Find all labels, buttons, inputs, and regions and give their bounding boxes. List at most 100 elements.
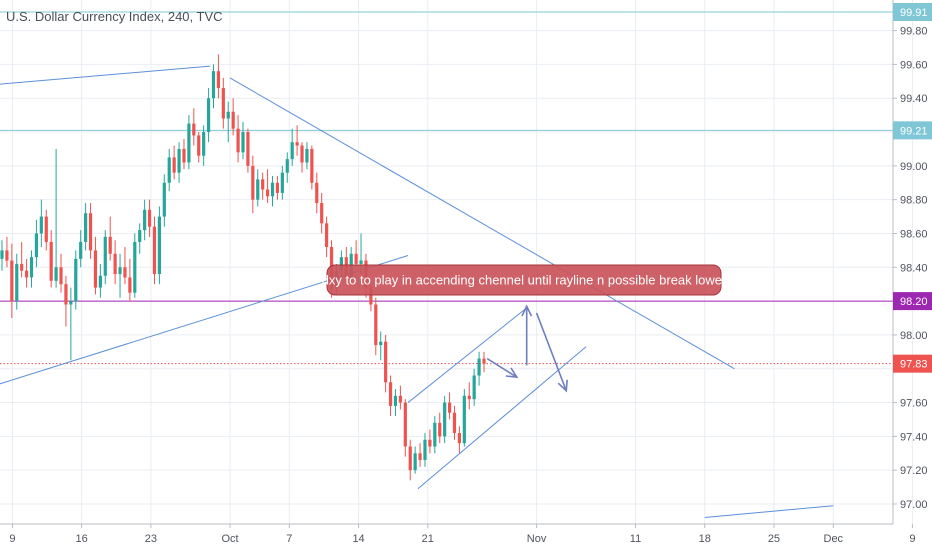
chart-title: U.S. Dollar Currency Index, 240, TVC [6, 9, 223, 24]
candle-body [206, 98, 211, 133]
candle-body [290, 142, 294, 160]
candle-body [34, 233, 39, 258]
x-tick-label: Oct [221, 533, 238, 545]
candle-body [379, 341, 383, 346]
candle-body [162, 182, 166, 217]
y-tick-label: 99.60 [900, 59, 928, 71]
candle-body [280, 172, 284, 193]
candle-body [359, 260, 363, 264]
candle-body [315, 182, 319, 204]
candle-body [467, 395, 471, 400]
arrow-3 [535, 312, 568, 392]
x-axis[interactable]: 9 16 23 Oct 7 14 21 Nov 11 18 25 Dec 9 [9, 524, 915, 545]
candle-body [231, 111, 235, 129]
candle-body [438, 422, 442, 437]
candle-body [54, 267, 58, 281]
candle-body [108, 236, 112, 254]
price-badge [893, 121, 932, 140]
candle-body [236, 128, 240, 153]
candle-body [39, 216, 43, 234]
candle-body [69, 301, 73, 305]
candle-body [452, 412, 457, 433]
candle-body [462, 395, 466, 444]
candle-body [133, 241, 137, 293]
y-tick-label: 98.60 [900, 228, 928, 240]
candle-body [216, 71, 221, 89]
x-tick-label: 9 [909, 533, 915, 545]
candle-body [24, 270, 29, 278]
annotation-text: dxy to to play in accending chennel unti… [322, 273, 727, 288]
candle-body [74, 258, 78, 302]
price-badge-label: 99.21 [900, 125, 928, 137]
candle-body [118, 267, 122, 275]
candle-body [447, 402, 452, 413]
candle-body [482, 358, 486, 364]
candle-body [275, 182, 280, 193]
arrow-2-head [521, 304, 533, 317]
candle-body [192, 123, 196, 136]
candle-body [10, 260, 14, 302]
candle-body [0, 250, 4, 259]
x-tick-label: 16 [76, 533, 88, 545]
candle-body [147, 209, 152, 227]
candle-body [113, 253, 117, 275]
annotation-box[interactable] [326, 264, 722, 296]
horizontal-price-lines [0, 11, 893, 365]
candle-body [398, 395, 402, 403]
candle-body [138, 230, 142, 242]
x-tick-label: 14 [352, 533, 364, 545]
annotation-note[interactable]: dxy to to play in accending chennel unti… [322, 264, 727, 296]
candle-body [251, 165, 255, 200]
candle-body [211, 71, 216, 99]
y-tick-label: 97.40 [900, 431, 928, 443]
candle-body [167, 157, 171, 183]
candle-body [88, 213, 93, 251]
price-badge [893, 354, 932, 373]
candle-body [246, 132, 250, 166]
candle-body [369, 287, 373, 305]
grid [0, 0, 913, 524]
y-tick-label: 98.80 [900, 195, 928, 207]
y-tick-label: 97.20 [900, 465, 928, 477]
candle-body [457, 432, 462, 444]
upper-left-line [0, 65, 211, 85]
descending-rayline [229, 77, 735, 370]
x-tick-label: 25 [768, 533, 780, 545]
candle-body [15, 263, 19, 302]
y-axis[interactable]: 99.8099.6099.4099.2099.0098.8098.6098.40… [893, 26, 928, 511]
x-tick-label: 7 [286, 533, 292, 545]
candle-body [177, 148, 181, 173]
candle-body [472, 375, 476, 400]
candle-body [182, 148, 186, 163]
candle-body [374, 304, 378, 346]
candle-body [285, 159, 289, 173]
long-support-line [0, 254, 409, 385]
y-tick-label: 97.60 [900, 398, 928, 410]
candle-body [64, 284, 68, 305]
candle-body [305, 148, 309, 163]
candle-body [388, 382, 393, 406]
candle-body [403, 402, 407, 447]
candles [0, 54, 486, 481]
y-tick-label: 97.00 [900, 499, 928, 511]
price-badges: 99.91 99.21 98.20 97.83 [893, 3, 932, 373]
candle-body [241, 132, 245, 153]
x-tick-label: 18 [699, 533, 711, 545]
candle-body [103, 236, 107, 276]
candle-body [123, 267, 127, 278]
arrow-1 [486, 357, 518, 378]
candle-body [44, 216, 48, 242]
x-tick-label: 21 [422, 533, 434, 545]
candle-body [197, 135, 201, 156]
x-tick-label: 23 [145, 533, 157, 545]
y-tick-label: 98.00 [900, 330, 928, 342]
candle-body [187, 123, 191, 163]
candle-body [325, 223, 329, 248]
x-tick-label: 9 [9, 533, 15, 545]
candle-body [433, 422, 437, 447]
candle-body [256, 179, 260, 200]
x-tick-label: 11 [630, 533, 641, 545]
candle-body [270, 182, 275, 197]
